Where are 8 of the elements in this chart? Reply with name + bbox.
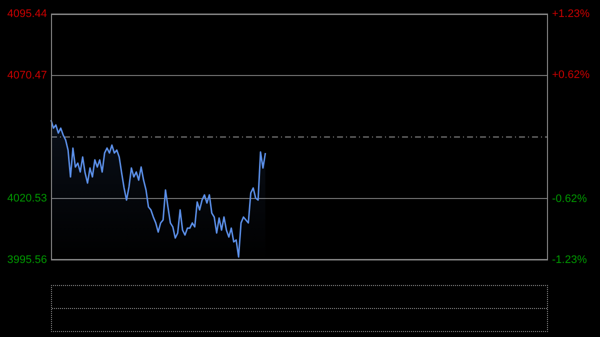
y2-tick-label: +1.23%: [552, 8, 590, 20]
y-tick-label: 3995.56: [7, 254, 47, 266]
y-tick-label: 4020.53: [7, 192, 47, 205]
y-tick-label: 4070.47: [7, 70, 47, 82]
y-tick-label: 4095.44: [7, 8, 47, 20]
y2-tick-label: -1.23%: [552, 254, 588, 266]
y2-tick-label: +0.62%: [552, 69, 590, 82]
y2-tick-label: -0.62%: [552, 193, 588, 206]
